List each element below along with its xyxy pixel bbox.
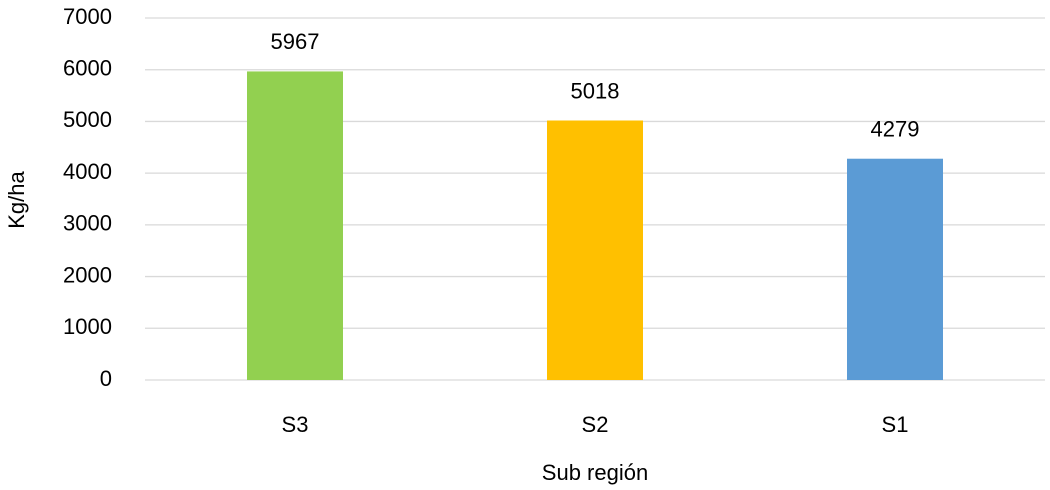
data-label: 5018 [571,78,620,103]
y-tick-label: 6000 [63,56,112,81]
y-tick-label: 2000 [63,262,112,287]
x-tick-label: S3 [282,412,309,437]
x-axis-title: Sub región [542,460,648,485]
bar [247,71,343,380]
data-label: 4279 [871,117,920,142]
y-tick-label: 7000 [63,4,112,29]
bar [547,120,643,380]
y-tick-label: 4000 [63,159,112,184]
data-label: 5967 [271,29,320,54]
y-axis-title: Kg/ha [4,170,29,228]
x-tick-label: S2 [582,412,609,437]
y-tick-label: 3000 [63,211,112,236]
x-tick-label: S1 [882,412,909,437]
y-tick-label: 5000 [63,107,112,132]
y-tick-label: 1000 [63,314,112,339]
y-tick-label: 0 [100,366,112,391]
bar [847,158,943,380]
